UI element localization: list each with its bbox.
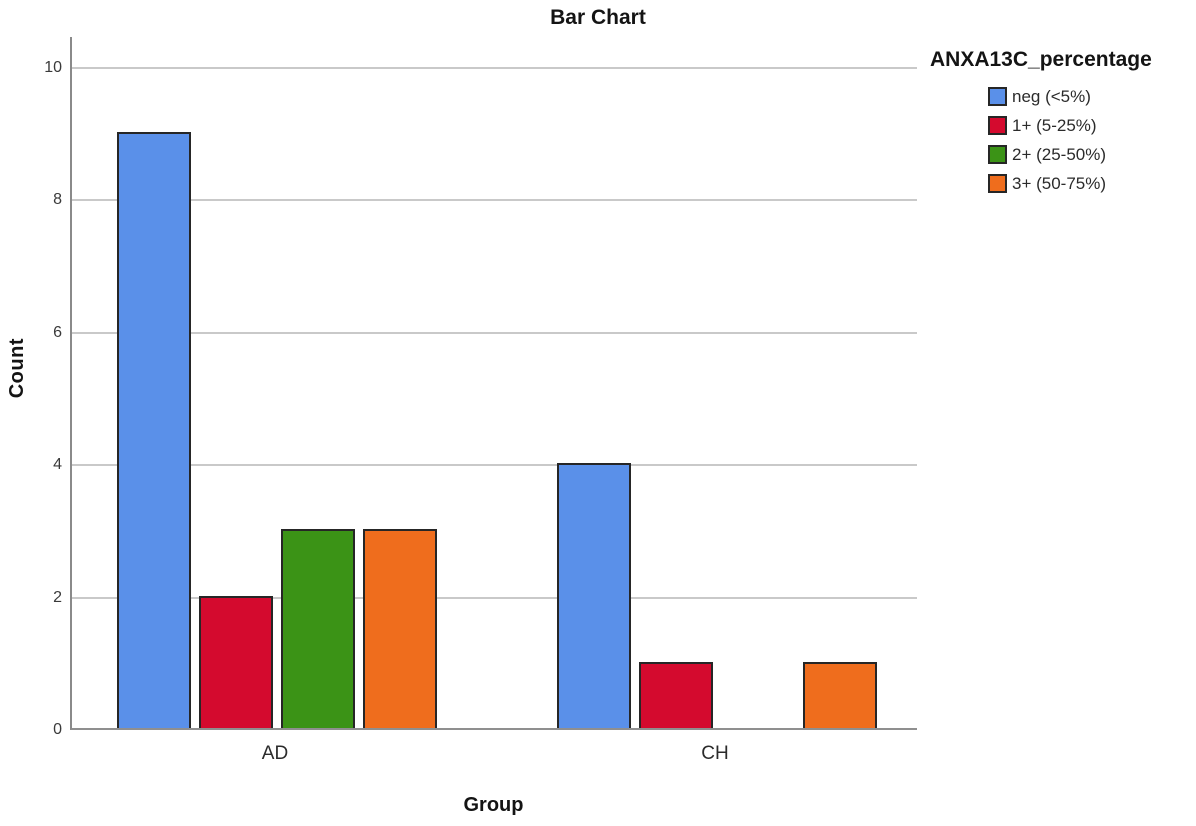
legend-title: ANXA13C_percentage bbox=[930, 48, 1152, 71]
legend-item: 3+ (50-75%) bbox=[988, 169, 1194, 198]
legend-item: neg (<5%) bbox=[988, 82, 1194, 111]
gridline-6 bbox=[72, 331, 917, 334]
gridline-8 bbox=[72, 199, 917, 201]
bar-AD-2+ bbox=[281, 529, 355, 728]
y-axis-title: Count bbox=[6, 338, 28, 399]
legend-label: 2+ (25-50%) bbox=[1012, 144, 1107, 164]
legend-item: 2+ (25-50%) bbox=[988, 140, 1194, 169]
legend-label: 1+ (5-25%) bbox=[1012, 115, 1097, 135]
y-tick-label-8: 8 bbox=[53, 191, 62, 208]
legend-items: neg (<5%) 1+ (5-25%) 2+ (25-50%) 3+ (50-75%… bbox=[988, 82, 1194, 198]
plot-area bbox=[70, 37, 917, 730]
gridline-10 bbox=[72, 66, 917, 69]
x-axis-title: Group bbox=[463, 794, 524, 816]
bar-AD-1+ bbox=[199, 595, 273, 728]
gridline-2 bbox=[72, 596, 917, 599]
legend-swatch-icon bbox=[988, 116, 1007, 135]
legend-item: 1+ (5-25%) bbox=[988, 111, 1194, 140]
bar-AD-neg bbox=[117, 131, 191, 728]
x-category-label-AD: AD bbox=[261, 743, 289, 764]
chart-title: Bar Chart bbox=[550, 6, 646, 29]
legend-label: 3+ (50-75%) bbox=[1012, 173, 1107, 193]
y-tick-label-0: 0 bbox=[53, 721, 62, 738]
gridline-4 bbox=[72, 464, 917, 466]
legend-swatch-icon bbox=[988, 145, 1007, 164]
y-tick-label-2: 2 bbox=[53, 588, 62, 606]
bar-CH-neg bbox=[557, 463, 631, 728]
y-tick-label-4: 4 bbox=[53, 456, 62, 473]
y-tick-label-6: 6 bbox=[53, 323, 62, 341]
bar-AD-3+ bbox=[363, 529, 437, 728]
legend-swatch-icon bbox=[988, 174, 1007, 193]
x-category-label-CH: CH bbox=[701, 743, 729, 764]
legend-label: neg (<5%) bbox=[1012, 86, 1091, 106]
legend: ANXA13C_percentage neg (<5%) 1+ (5-25%) 2+… bbox=[926, 48, 1194, 198]
bar-CH-1+ bbox=[639, 661, 713, 728]
y-tick-label-10: 10 bbox=[44, 58, 62, 76]
bar-CH-3+ bbox=[803, 661, 877, 728]
legend-swatch-icon bbox=[988, 87, 1007, 106]
